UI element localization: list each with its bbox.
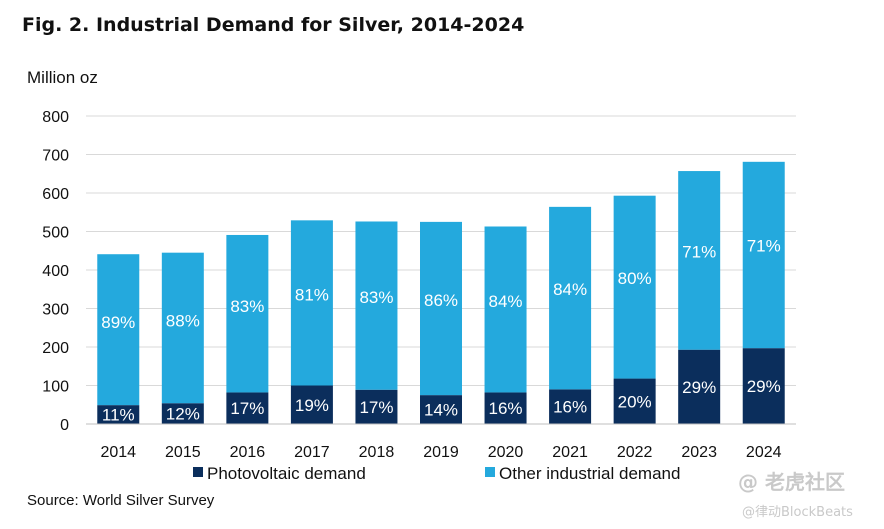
data-label: 12% [166, 405, 200, 424]
legend-label: Photovoltaic demand [207, 464, 366, 483]
bar-other-industrial-2018 [355, 221, 398, 390]
bar-photovoltaic-2014 [97, 405, 140, 424]
x-tick-label: 2018 [359, 444, 395, 461]
data-label: 29% [682, 378, 716, 397]
x-tick-label: 2024 [746, 444, 782, 461]
y-tick-label: 800 [42, 109, 69, 126]
data-label: 88% [166, 311, 200, 330]
y-axis-unit-label: Million oz [27, 68, 98, 87]
data-label: 83% [359, 288, 393, 307]
bar-other-industrial-2017 [290, 220, 333, 386]
bar-other-industrial-2015 [161, 252, 204, 404]
bar-photovoltaic-2016 [226, 392, 269, 424]
data-label: 29% [747, 377, 781, 396]
data-label: 17% [359, 398, 393, 417]
data-label: 81% [295, 286, 329, 305]
bar-other-industrial-2016 [226, 234, 269, 393]
data-label: 83% [230, 297, 264, 316]
bar-other-industrial-2014 [97, 254, 140, 406]
bar-photovoltaic-2023 [678, 349, 721, 424]
y-tick-label: 700 [42, 148, 69, 165]
x-tick-label: 2022 [617, 444, 653, 461]
y-tick-label: 400 [42, 263, 69, 280]
legend: Photovoltaic demand Other industrial dema… [193, 464, 680, 483]
bar-photovoltaic-2017 [290, 385, 333, 424]
bar-photovoltaic-2024 [742, 348, 785, 424]
legend-swatch [193, 467, 203, 477]
data-label: 86% [424, 291, 458, 310]
chart-title: Fig. 2. Industrial Demand for Silver, 20… [22, 14, 525, 36]
x-axis-ticks: 2014 2015 2016 2017 2018 2019 2020 2021 2022 2023… [100, 444, 781, 461]
data-label: 71% [682, 242, 716, 261]
data-label: 80% [618, 269, 652, 288]
y-axis-ticks: 0 100 200 300 400 500 600 700 800 [42, 109, 69, 434]
data-label: 11% [102, 406, 135, 425]
bar-photovoltaic-2015 [161, 403, 204, 424]
x-tick-label: 2020 [488, 444, 524, 461]
gridlines [86, 115, 796, 386]
data-label: 17% [230, 399, 264, 418]
legend-swatch [485, 467, 495, 477]
y-tick-label: 500 [42, 225, 69, 242]
data-label: 89% [101, 313, 135, 332]
bar-photovoltaic-2022 [613, 378, 656, 424]
bar-other-industrial-2019 [420, 221, 462, 396]
x-tick-label: 2017 [294, 444, 330, 461]
y-tick-label: 100 [42, 379, 69, 396]
data-label: 14% [424, 401, 458, 420]
bar-other-industrial-2022 [613, 195, 656, 379]
y-tick-label: 600 [42, 186, 69, 203]
bar-photovoltaic-2021 [549, 389, 592, 424]
legend-label: Other industrial demand [499, 464, 680, 483]
bar-photovoltaic-2020 [484, 392, 527, 424]
x-tick-label: 2023 [681, 444, 717, 461]
bar-other-industrial-2021 [549, 206, 592, 390]
bar-photovoltaic-2018 [355, 389, 398, 424]
x-tick-label: 2014 [100, 444, 136, 461]
data-label: 16% [553, 398, 587, 417]
data-label: 16% [489, 399, 523, 418]
source-note: Source: World Silver Survey [27, 492, 215, 509]
y-tick-label: 200 [42, 340, 69, 357]
x-tick-label: 2021 [552, 444, 588, 461]
x-tick-label: 2019 [423, 444, 459, 461]
data-label: 84% [489, 292, 523, 311]
bar-stacks: 11% 89% 12% 88% 17% 83% 19% 81% 17% 83% 14% 86% 16% 8… [97, 161, 785, 425]
x-tick-label: 2015 [165, 444, 201, 461]
data-label: 84% [553, 280, 587, 299]
bar-other-industrial-2020 [484, 226, 527, 393]
bar-photovoltaic-2019 [420, 395, 462, 424]
data-label: 20% [618, 392, 652, 411]
y-tick-label: 0 [60, 417, 69, 434]
data-label: 71% [747, 237, 781, 256]
bar-other-industrial-2023 [678, 171, 721, 350]
watermark-logo-text: @ 老虎社区 [738, 470, 845, 494]
bar-other-industrial-2024 [742, 161, 785, 349]
y-tick-label: 300 [42, 302, 69, 319]
watermark-handle: @律动BlockBeats [742, 505, 853, 520]
x-tick-label: 2016 [230, 444, 266, 461]
data-label: 19% [295, 396, 329, 415]
